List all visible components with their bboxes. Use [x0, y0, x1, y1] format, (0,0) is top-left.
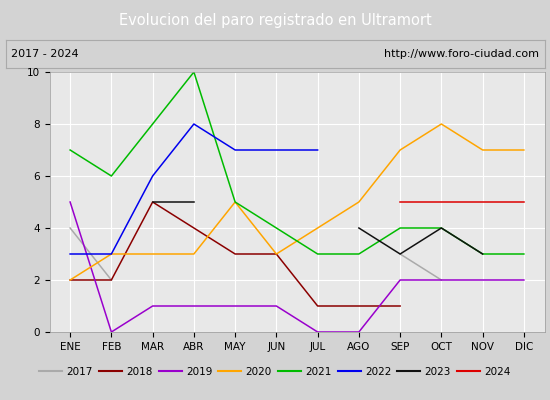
- Legend: 2017, 2018, 2019, 2020, 2021, 2022, 2023, 2024: 2017, 2018, 2019, 2020, 2021, 2022, 2023…: [35, 363, 515, 381]
- Text: http://www.foro-ciudad.com: http://www.foro-ciudad.com: [384, 49, 539, 59]
- Text: Evolucion del paro registrado en Ultramort: Evolucion del paro registrado en Ultramo…: [119, 12, 431, 28]
- Text: 2017 - 2024: 2017 - 2024: [11, 49, 79, 59]
